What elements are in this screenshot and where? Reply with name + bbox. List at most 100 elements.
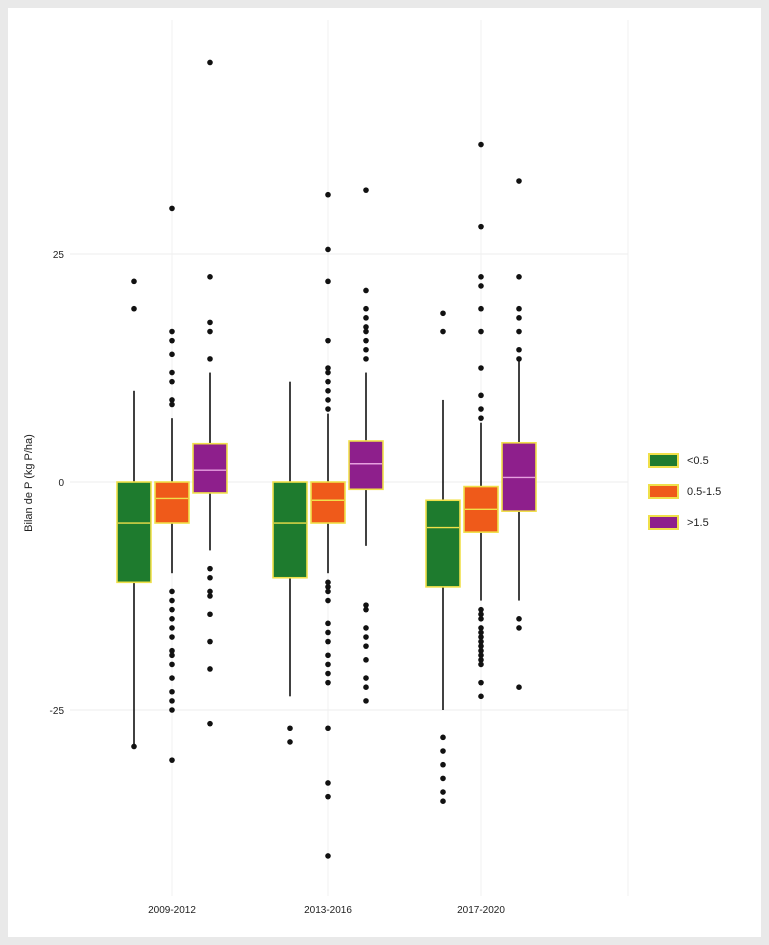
legend-swatch	[648, 515, 679, 530]
outlier-point	[207, 666, 213, 672]
outlier-point	[169, 588, 175, 595]
outlier-point	[325, 780, 331, 786]
legend-item-low: <0.5	[648, 445, 721, 476]
box-2013-2016-series-1	[310, 191, 346, 859]
outlier-point	[516, 315, 522, 321]
box-body	[154, 481, 190, 524]
outlier-point	[478, 629, 484, 636]
outlier-point	[325, 579, 331, 586]
outlier-point	[478, 274, 484, 280]
outlier-point	[363, 324, 369, 330]
outlier-point	[363, 602, 369, 608]
outlier-point	[516, 346, 522, 353]
outlier-point	[325, 378, 331, 385]
outlier-point	[207, 593, 213, 599]
outlier-point	[169, 397, 175, 403]
outlier-point	[169, 707, 175, 713]
outlier-point	[363, 643, 369, 649]
outlier-point	[440, 328, 446, 335]
legend-label: 0.5-1.5	[687, 485, 722, 498]
outlier-point	[478, 625, 484, 631]
outlier-point	[287, 725, 293, 732]
outlier-point	[169, 369, 175, 376]
outlier-point	[440, 310, 446, 317]
outlier-point	[363, 328, 369, 335]
outlier-point	[207, 319, 213, 326]
outlier-point	[169, 661, 175, 668]
outlier-point	[169, 757, 175, 763]
outlier-point	[440, 748, 446, 754]
outlier-point	[325, 679, 331, 686]
outlier-point	[325, 191, 331, 198]
outlier-point	[363, 337, 369, 344]
outlier-point	[363, 305, 369, 312]
x-tick-label: 2017-2020	[457, 905, 505, 916]
outlier-point	[325, 597, 331, 604]
outlier-point	[363, 187, 369, 193]
legend-item-mid: 0.5-1.5	[648, 476, 721, 507]
outlier-point	[131, 278, 137, 285]
outlier-point	[478, 328, 484, 335]
outlier-point	[325, 278, 331, 285]
box-body	[116, 481, 152, 584]
outlier-point	[363, 675, 369, 681]
outlier-point	[325, 661, 331, 668]
outlier-point	[169, 337, 175, 344]
outlier-point	[516, 356, 522, 362]
legend-label: >1.5	[687, 516, 709, 529]
outlier-point	[169, 625, 175, 631]
outlier-point	[478, 657, 484, 663]
outlier-point	[207, 356, 213, 362]
outlier-point	[516, 328, 522, 335]
outlier-point	[207, 638, 213, 645]
outlier-point	[363, 606, 369, 613]
outlier-point	[131, 305, 137, 312]
legend-item-high: >1.5	[648, 507, 721, 538]
outlier-point	[169, 698, 175, 704]
box-body	[310, 481, 346, 524]
outlier-point	[478, 638, 484, 645]
box-2017-2020-series-1	[463, 141, 499, 700]
outlier-point	[325, 588, 331, 595]
x-tick-label: 2013-2016	[304, 905, 352, 916]
outlier-point	[207, 274, 213, 280]
outlier-point	[169, 328, 175, 335]
legend-swatch	[648, 453, 679, 468]
box-2009-2012-series-0	[116, 278, 152, 750]
outlier-point	[478, 141, 484, 148]
y-tick-label: -25	[50, 706, 65, 717]
outlier-point	[207, 59, 213, 66]
box-body	[425, 499, 461, 588]
outlier-point	[516, 274, 522, 280]
legend-swatch	[648, 484, 679, 499]
outlier-point	[325, 670, 331, 677]
outlier-point	[325, 246, 331, 253]
outlier-point	[169, 652, 175, 659]
outlier-point	[363, 698, 369, 704]
outlier-point	[440, 734, 446, 741]
outlier-point	[440, 798, 446, 804]
y-axis-label: Bilan de P (kg P/ha)	[23, 434, 35, 532]
outlier-point	[363, 625, 369, 631]
x-tick-label: 2009-2012	[148, 905, 196, 916]
outlier-point	[516, 684, 522, 690]
outlier-point	[207, 574, 213, 581]
outlier-point	[207, 720, 213, 727]
box-2009-2012-series-1	[154, 205, 190, 763]
outlier-point	[169, 688, 175, 695]
outlier-point	[325, 406, 331, 412]
outlier-point	[325, 397, 331, 403]
outlier-point	[478, 643, 484, 649]
outlier-point	[478, 661, 484, 668]
outlier-point	[207, 611, 213, 618]
box-groups	[116, 59, 537, 859]
outlier-point	[478, 634, 484, 640]
legend-label: <0.5	[687, 454, 709, 467]
outlier-point	[325, 369, 331, 376]
outlier-point	[363, 684, 369, 690]
outlier-point	[478, 406, 484, 412]
outlier-point	[169, 401, 175, 408]
chart-frame: -25 0 25 Bilan de P (kg P/ha) 2009-2012 201…	[8, 8, 761, 937]
outlier-point	[169, 647, 175, 654]
outlier-point	[478, 415, 484, 421]
